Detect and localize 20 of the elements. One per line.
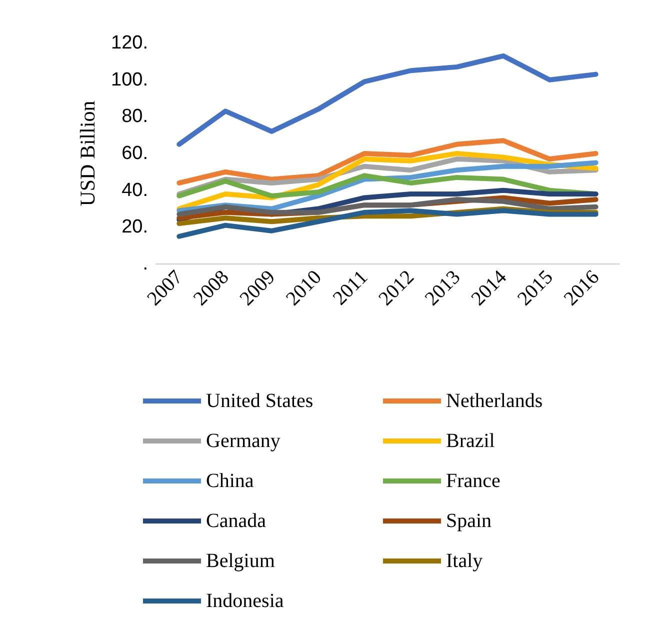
x-tick-label: 2011 — [328, 266, 372, 310]
legend-label: France — [446, 470, 501, 492]
y-tick-label: 100. — [111, 69, 148, 90]
y-tick-label: 120. — [111, 32, 148, 54]
legend-label: Italy — [446, 550, 483, 572]
legend-label: Brazil — [446, 430, 496, 452]
y-tick-label: 20. — [122, 216, 148, 238]
legend-label: China — [206, 470, 254, 492]
legend-label: Netherlands — [446, 390, 543, 412]
legend-label: Belgium — [206, 550, 276, 572]
y-tick-label: . — [142, 254, 148, 274]
legend-label: Spain — [446, 510, 492, 532]
legend-label: United States — [206, 390, 314, 412]
y-tick-label: 60. — [122, 143, 148, 164]
y-axis-title: USD Billion — [76, 100, 100, 206]
legend-label: Indonesia — [206, 590, 284, 612]
legend-label: Canada — [206, 510, 266, 532]
y-tick-label: 80. — [122, 106, 148, 128]
legend-label: Germany — [206, 430, 280, 452]
y-tick-label: 40. — [122, 180, 148, 201]
